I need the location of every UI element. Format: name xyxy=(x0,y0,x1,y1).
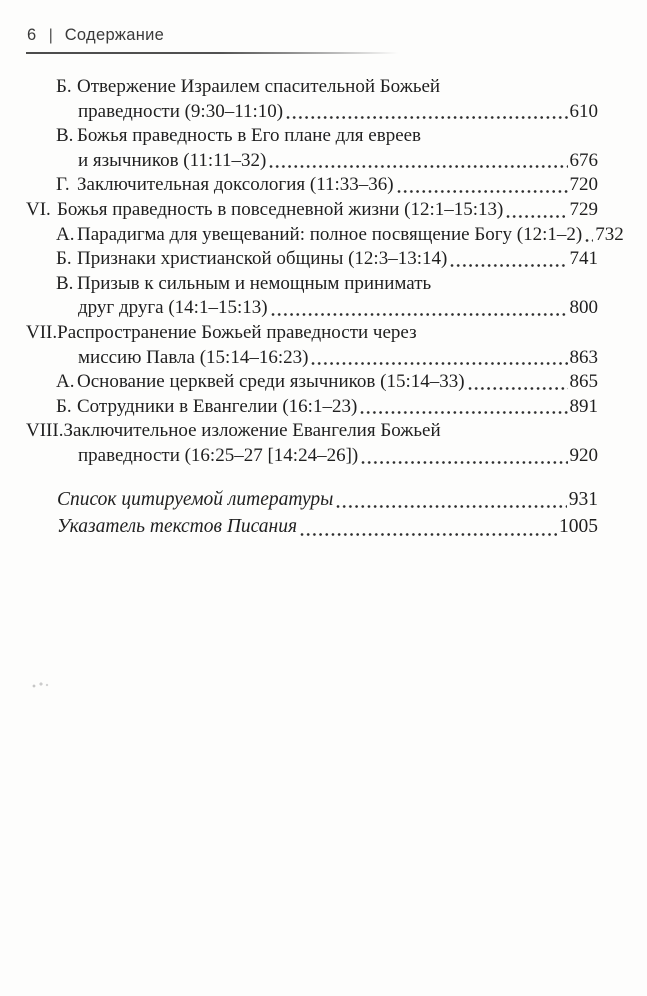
toc-entry-text: Сотрудники в Евангелии (16:1–23) xyxy=(77,395,358,417)
dot-leader xyxy=(269,164,568,170)
toc-page-number: 800 xyxy=(569,297,599,319)
toc-line: Список цитируемой литературы 931 xyxy=(26,486,598,514)
back-matter-list: Список цитируемой литературы 931 Указате… xyxy=(26,486,598,541)
toc-entry-text: и язычников (11:11–32) xyxy=(78,149,267,171)
toc-entry-label: VII. xyxy=(26,321,58,343)
toc-entry-text: Отвержение Израилем спасительной Божьей xyxy=(77,76,441,97)
toc-line: миссию Павла (15:14–16:23) 863 xyxy=(26,346,598,371)
toc-entry-text: Указатель текстов Писания xyxy=(57,516,298,537)
toc-line: друг друга (14:1–15:13) 800 xyxy=(26,296,598,321)
toc-entry-text: друг друга (14:1–15:13) xyxy=(78,297,268,319)
dot-leader xyxy=(506,213,568,219)
page-header: 6 | Содержание xyxy=(27,26,647,45)
toc-entry-text: Признаки христианской общины (12:3–13:14… xyxy=(77,248,448,270)
dot-leader xyxy=(311,361,568,367)
toc-entry-text: Основание церквей среди язычников (15:14… xyxy=(77,371,465,393)
toc-page-number: 729 xyxy=(569,198,599,220)
toc-page-number: 931 xyxy=(568,488,598,510)
toc-entry-text: Список цитируемой литературы xyxy=(57,488,334,510)
toc-page-number: 1005 xyxy=(559,516,598,537)
toc-entry-label: А. xyxy=(56,371,75,393)
toc-entry-label: VI. xyxy=(26,198,51,220)
dot-leader xyxy=(270,311,568,317)
toc-entry-text: Божья праведность в Его плане для евреев xyxy=(77,125,422,147)
toc-entry-text: Заключительная доксология (11:33–36) xyxy=(77,174,394,196)
header-separator: | xyxy=(48,27,53,44)
toc-line: праведности (16:25–27 [14:24–26]) 920 xyxy=(26,444,598,469)
toc-line: праведности (9:30–11:10) 610 xyxy=(26,100,598,125)
toc-line: Указатель текстов Писания 1005 xyxy=(26,513,598,541)
toc-page-number: 741 xyxy=(569,248,599,270)
toc-line: В. Божья праведность в Его плане для евр… xyxy=(26,124,598,149)
toc-entry-text: Распространение Божьей праведности через xyxy=(57,321,417,343)
toc-entry-label: В. xyxy=(56,125,74,147)
toc-page-number: 891 xyxy=(569,395,599,417)
toc-entry-text: Заключительное изложение Евангелия Божье… xyxy=(63,420,441,442)
toc-entry-text: Божья праведность в повседневной жизни (… xyxy=(57,198,504,220)
dot-leader xyxy=(286,115,568,121)
toc-entry-label: В. xyxy=(56,272,74,294)
dot-leader xyxy=(300,531,557,537)
toc-page-number: 732 xyxy=(595,223,624,245)
dot-leader xyxy=(585,238,594,244)
toc-page-number: 720 xyxy=(569,174,599,196)
toc-list: Б. Отвержение Израилем спасительной Божь… xyxy=(26,75,624,469)
toc-entry-text: праведности (9:30–11:10) xyxy=(78,100,284,122)
toc-line: VIII. Заключительное изложение Евангелия… xyxy=(26,419,598,444)
scan-artifact xyxy=(30,682,52,688)
toc-page-number: 676 xyxy=(569,149,599,171)
toc-line: Г. Заключительная доксология (11:33–36) … xyxy=(26,173,598,198)
toc-entry-label: Б. xyxy=(56,395,72,417)
toc-page-number: 863 xyxy=(569,346,599,368)
toc-line: VII. Распространение Божьей праведности … xyxy=(26,321,598,346)
toc-entry-text: миссию Павла (15:14–16:23) xyxy=(78,346,309,368)
toc-entry-text: праведности (16:25–27 [14:24–26]) xyxy=(78,444,359,466)
toc-line: VI. Божья праведность в повседневной жиз… xyxy=(26,198,598,223)
toc-line: Б. Отвержение Израилем спасительной Божь… xyxy=(26,75,598,100)
toc-line: Б. Сотрудники в Евангелии (16:1–23) 891 xyxy=(26,395,598,420)
toc-line: и язычников (11:11–32) 676 xyxy=(26,149,598,174)
dot-leader xyxy=(361,459,568,465)
toc-page-number: 865 xyxy=(569,371,599,393)
toc-entry-label: Б. xyxy=(56,76,72,97)
toc-line: В. Призыв к сильным и немощным принимать xyxy=(26,272,598,297)
dot-leader xyxy=(396,188,568,194)
folio-page-number: 6 xyxy=(27,26,37,44)
toc-page-number: 920 xyxy=(569,444,599,466)
toc-page-number: 610 xyxy=(569,100,599,122)
toc-entry-label: Г. xyxy=(56,174,70,196)
dot-leader xyxy=(467,385,568,391)
toc-entry-text: Призыв к сильным и немощным принимать xyxy=(77,272,432,294)
toc-line: Б. Признаки христианской общины (12:3–13… xyxy=(26,247,598,272)
toc-entry-text: Парадигма для увещеваний: полное посвяще… xyxy=(77,223,583,245)
page-title: Содержание xyxy=(64,26,165,44)
dot-leader xyxy=(336,504,567,509)
toc-line: А. Парадигма для увещеваний: полное посв… xyxy=(26,223,624,248)
toc-line: А. Основание церквей среди язычников (15… xyxy=(26,370,598,395)
toc-entry-label: Б. xyxy=(56,248,72,270)
dot-leader xyxy=(450,262,568,268)
dot-leader xyxy=(360,410,568,416)
toc-entry-label: VIII. xyxy=(26,420,64,442)
toc-entry-label: А. xyxy=(56,223,75,245)
header-rule xyxy=(26,52,398,54)
